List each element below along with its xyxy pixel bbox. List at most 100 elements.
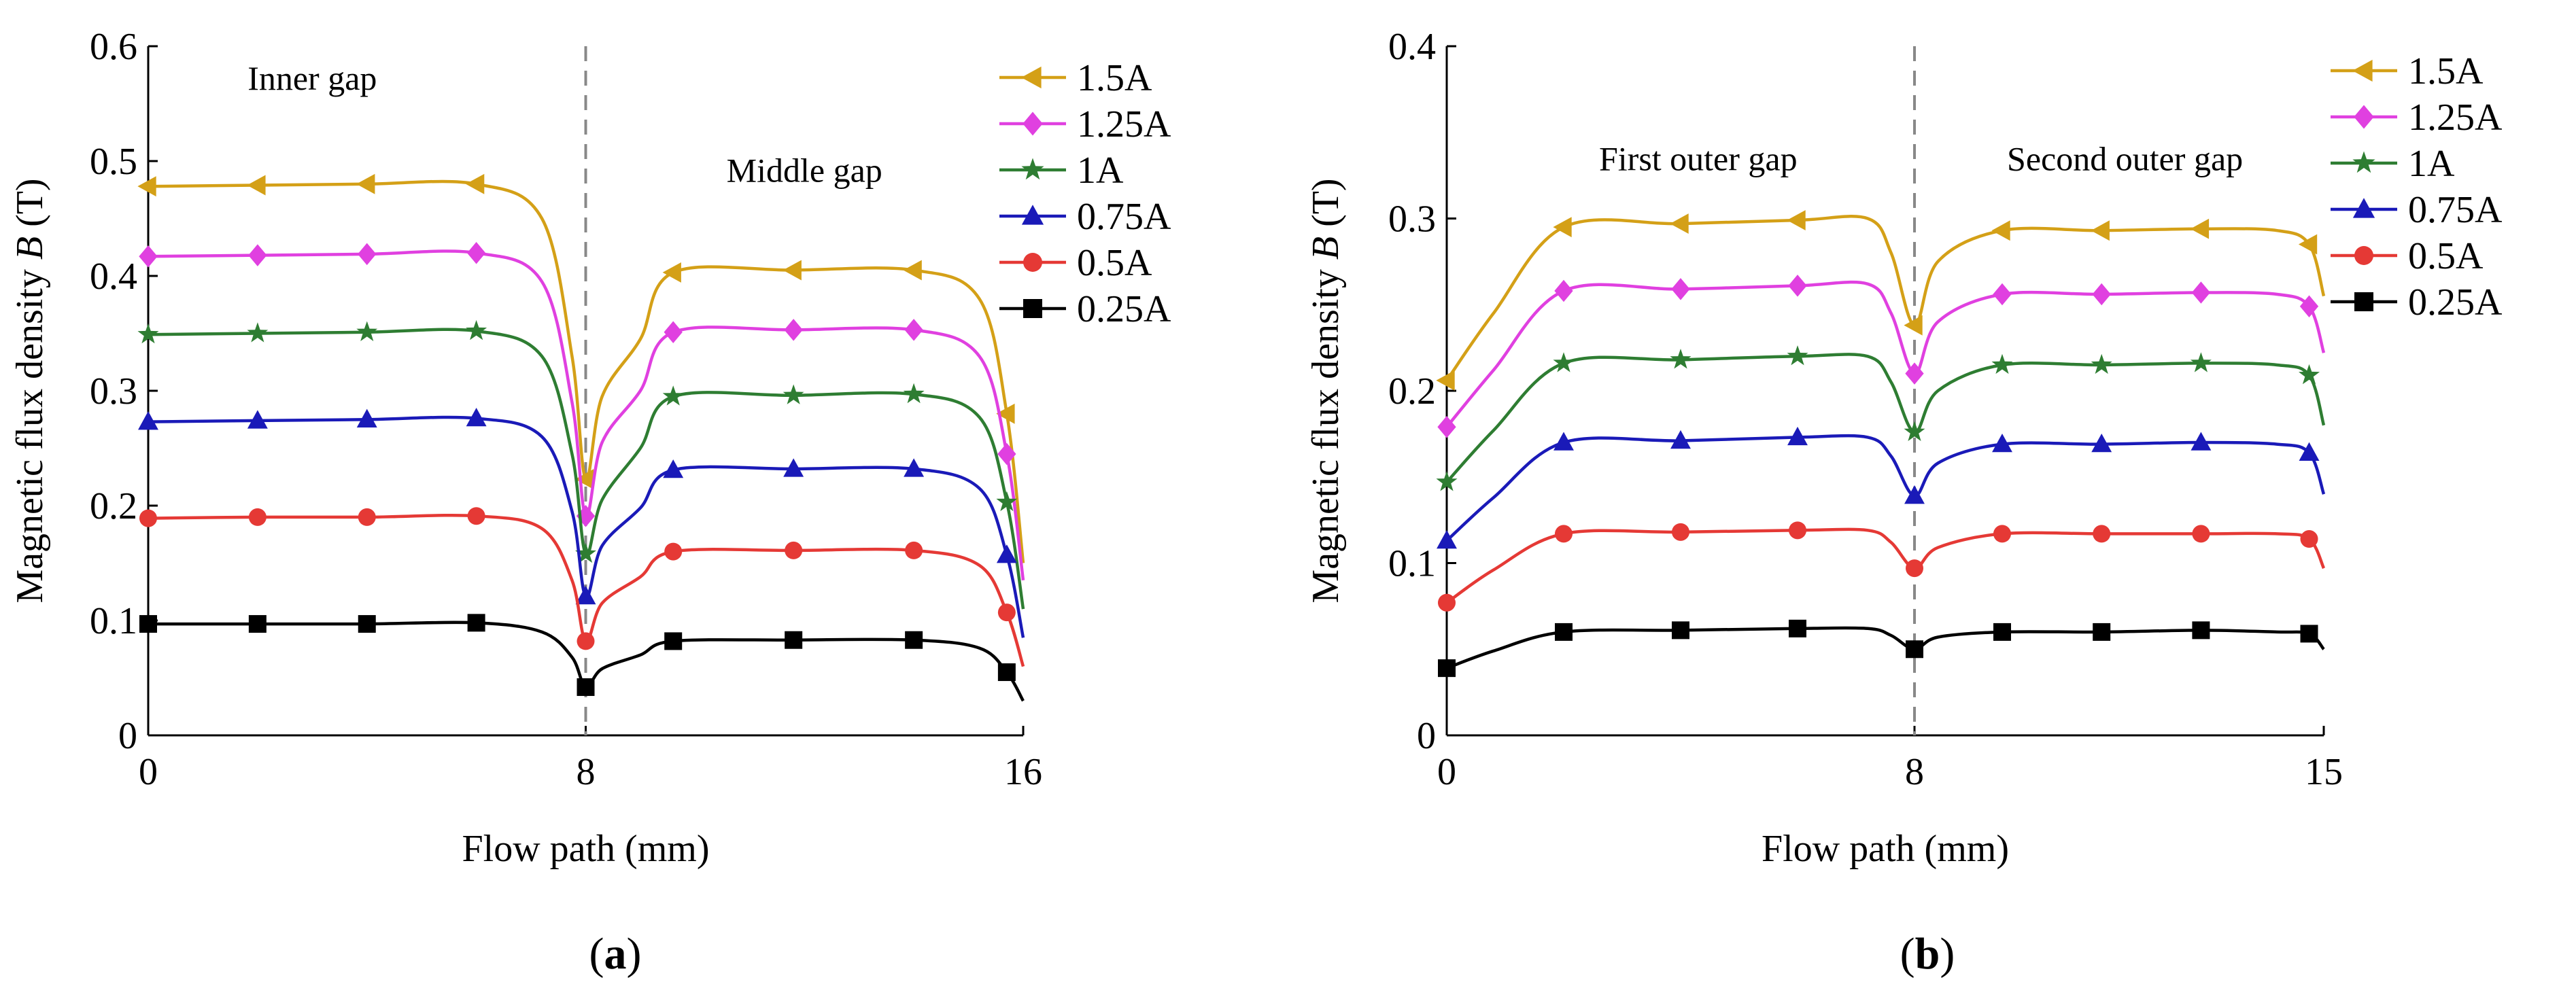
data-point-marker <box>247 410 268 429</box>
data-point-marker <box>139 615 157 633</box>
data-point-marker <box>1670 349 1691 369</box>
data-point-marker <box>1672 523 1689 541</box>
data-point-marker <box>1993 283 2012 306</box>
data-point-marker <box>358 243 377 266</box>
region-annotation: First outer gap <box>1599 140 1798 178</box>
data-point-marker <box>139 509 157 527</box>
y-tick-label: 0 <box>118 715 137 757</box>
data-point-marker <box>466 319 487 340</box>
x-tick-label: 16 <box>1004 751 1042 793</box>
region-annotation: Inner gap <box>247 59 377 97</box>
data-point-marker <box>2191 281 2211 304</box>
data-point-marker <box>785 631 803 649</box>
legend-label: 1.25A <box>2408 97 2503 139</box>
series-0.75A <box>138 407 1025 638</box>
data-point-marker <box>1906 559 1923 578</box>
data-point-marker <box>997 442 1016 466</box>
data-point-marker <box>1787 210 1806 230</box>
data-point-marker <box>356 321 378 341</box>
data-point-marker <box>2190 218 2210 239</box>
data-point-marker <box>1670 430 1691 449</box>
x-axis-title: Flow path (mm) <box>1762 828 2009 870</box>
data-point-marker <box>1991 220 2010 241</box>
data-point-marker <box>467 614 485 632</box>
legend-marker <box>2352 151 2375 173</box>
data-point-marker <box>664 632 683 650</box>
series-1.25A <box>1437 275 2326 438</box>
data-point-marker <box>905 541 923 559</box>
data-point-marker <box>574 469 594 490</box>
x-tick-label: 8 <box>1905 751 1924 793</box>
data-point-marker <box>137 323 159 344</box>
data-point-marker <box>664 321 683 344</box>
data-point-marker <box>785 541 803 559</box>
data-point-marker <box>662 385 684 406</box>
data-point-marker <box>1437 529 1457 549</box>
data-point-marker <box>248 244 267 266</box>
data-point-marker <box>664 542 683 561</box>
data-point-marker <box>575 542 596 563</box>
legend-label: 0.25A <box>1077 288 1171 330</box>
legend-marker <box>1021 66 1042 89</box>
data-point-marker <box>1789 521 1806 540</box>
data-point-marker <box>1553 217 1572 238</box>
legend-marker <box>1023 299 1042 318</box>
data-point-marker <box>1993 525 2011 543</box>
series-line <box>1445 527 2326 604</box>
series-0.25A <box>1438 619 2325 678</box>
data-point-marker <box>2299 295 2319 318</box>
data-point-marker <box>1438 659 1456 678</box>
y-tick-label: 0.4 <box>1388 26 1436 68</box>
data-point-marker <box>2300 625 2318 643</box>
data-point-marker <box>1672 621 1689 640</box>
data-point-marker <box>247 322 269 343</box>
data-point-marker <box>2093 525 2111 543</box>
x-tick-label: 0 <box>1437 751 1456 793</box>
legend-marker <box>2354 246 2373 265</box>
series-line <box>1445 353 2326 483</box>
legend-marker <box>1023 111 1043 136</box>
data-point-marker <box>1436 370 1455 391</box>
data-point-marker <box>1788 275 1807 297</box>
y-tick-label: 0.2 <box>90 485 137 527</box>
legend-label: 1.25A <box>1077 103 1171 145</box>
series-line <box>1445 280 2326 428</box>
legend-label: 1.5A <box>2408 50 2484 92</box>
data-point-marker <box>1554 279 1573 302</box>
data-point-marker <box>248 508 267 526</box>
data-point-marker <box>2192 525 2210 543</box>
data-point-marker <box>137 176 156 197</box>
legend-marker <box>2352 59 2373 82</box>
y-tick-label: 0.1 <box>1388 543 1436 585</box>
data-point-marker <box>996 491 1018 512</box>
data-point-marker <box>2299 442 2320 461</box>
data-point-marker <box>577 632 595 650</box>
y-axis-title: Magnetic flux density B (T) <box>1305 178 1347 603</box>
legend-label: 0.75A <box>1077 196 1171 238</box>
data-point-marker <box>784 319 803 341</box>
legend-marker <box>2352 198 2375 218</box>
data-point-marker <box>2191 432 2212 451</box>
y-tick-label: 0.1 <box>90 600 137 642</box>
legend-label: 1A <box>1077 150 1124 192</box>
data-point-marker <box>997 604 1016 622</box>
data-point-marker <box>575 585 596 605</box>
data-point-marker <box>904 458 925 477</box>
panel-b-label: (b) <box>1900 929 1955 979</box>
x-tick-label: 15 <box>2305 751 2343 793</box>
data-point-marker <box>247 175 266 196</box>
legend-marker <box>2354 292 2373 311</box>
data-point-marker <box>2092 283 2111 306</box>
data-point-marker <box>905 631 923 649</box>
data-point-marker <box>1904 421 1925 441</box>
data-point-marker <box>783 384 804 404</box>
x-tick-label: 0 <box>139 751 158 793</box>
data-point-marker <box>662 262 681 283</box>
data-point-marker <box>2091 433 2112 453</box>
data-point-marker <box>356 408 377 427</box>
data-point-marker <box>466 173 485 194</box>
y-tick-label: 0 <box>1417 715 1436 757</box>
series-line <box>1445 215 2326 382</box>
y-axis-title: Magnetic flux density B (T) <box>9 178 51 603</box>
